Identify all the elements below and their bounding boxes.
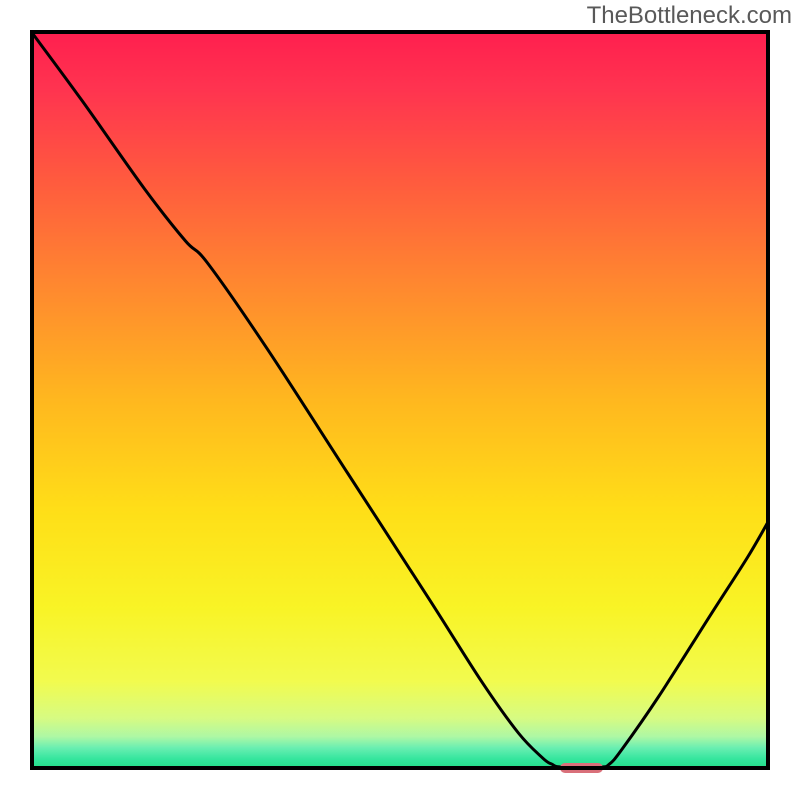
- watermark-text: TheBottleneck.com: [587, 2, 792, 30]
- chart-root: TheBottleneck.com: [0, 0, 800, 800]
- optimum-marker: [560, 763, 603, 773]
- bottleneck-curve: [30, 30, 770, 767]
- curve-layer: [30, 30, 770, 770]
